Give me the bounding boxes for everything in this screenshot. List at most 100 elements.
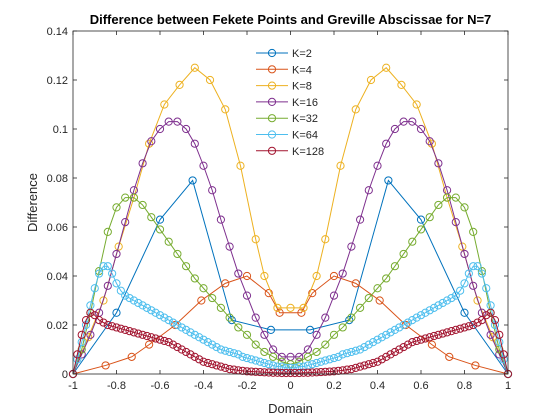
data-point [471, 361, 480, 370]
data-point [273, 303, 282, 312]
legend-label: K=64 [292, 130, 318, 142]
data-point [403, 340, 413, 349]
data-point [121, 291, 130, 300]
data-point [182, 347, 191, 357]
data-point [216, 345, 225, 354]
series-k-128 [68, 308, 513, 379]
data-point [408, 117, 417, 126]
data-point [369, 338, 378, 347]
legend: K=2 K=4 K=8 K=16 K=32 K=64 K=128 [252, 44, 328, 163]
data-point [366, 75, 376, 85]
data-point [145, 340, 154, 349]
data-point [316, 357, 326, 366]
data-point [86, 330, 95, 339]
data-point [197, 296, 206, 305]
data-point [299, 368, 308, 377]
data-point [112, 249, 121, 259]
data-point [434, 200, 443, 210]
x-tick-label: -0.8 [107, 380, 126, 392]
y-tick-label: 0.02 [47, 320, 68, 332]
data-point [425, 306, 434, 315]
data-point [101, 361, 110, 370]
data-point [99, 296, 108, 305]
legend-label: K=128 [292, 146, 324, 158]
data-point [369, 358, 378, 368]
data-point [151, 334, 160, 343]
data-point [460, 308, 469, 317]
data-point [151, 308, 160, 317]
data-point [460, 323, 469, 332]
data-point [86, 308, 95, 317]
data-point [173, 249, 182, 259]
data-point [312, 330, 321, 339]
data-point [264, 360, 273, 369]
data-point [303, 352, 312, 361]
data-point [227, 316, 236, 325]
data-point [251, 340, 260, 349]
data-point [373, 335, 382, 344]
data-point [297, 308, 306, 317]
data-point [477, 269, 486, 278]
data-point [321, 367, 330, 376]
data-point [225, 365, 234, 374]
data-point [338, 269, 347, 278]
data-point [329, 291, 339, 300]
data-point [90, 284, 99, 293]
data-point [334, 366, 343, 375]
data-point [203, 338, 212, 347]
data-point [408, 338, 417, 347]
legend-entry: K=128 [256, 146, 324, 158]
data-point [155, 225, 165, 234]
axes-layer: -1 -0.8 -0.6 -0.4 -0.2 0 0.2 0.4 0.6 0.8 1 0 0.02 0.0… [47, 26, 511, 392]
data-point [247, 355, 256, 364]
data-point [373, 284, 382, 293]
data-point [242, 353, 252, 363]
data-point [469, 227, 478, 236]
data-point [273, 362, 282, 371]
data-point [460, 279, 469, 288]
data-point [112, 279, 121, 288]
data-point [308, 368, 317, 377]
data-point [308, 360, 317, 369]
data-point [312, 358, 321, 368]
data-point [382, 139, 391, 148]
data-point [108, 269, 117, 278]
data-point [277, 357, 286, 366]
data-point [447, 327, 456, 336]
data-point [421, 308, 430, 317]
data-point [334, 352, 343, 361]
data-point [482, 311, 491, 320]
data-point [482, 284, 491, 293]
data-point [95, 269, 104, 278]
data-point [347, 365, 356, 374]
data-point [377, 333, 386, 342]
data-point [168, 340, 178, 349]
data-point [190, 139, 199, 148]
data-point [134, 329, 143, 338]
y-tick-label: 0.1 [53, 124, 68, 136]
data-point [182, 262, 191, 271]
data-point [416, 124, 426, 134]
data-point [221, 105, 230, 114]
data-point [125, 293, 134, 303]
data-point [216, 303, 225, 312]
data-point [138, 200, 147, 210]
y-axis-label: Difference [25, 173, 40, 232]
data-point [182, 325, 191, 334]
data-point [234, 323, 243, 332]
legend-entry: K=32 [256, 113, 318, 125]
data-point [408, 316, 417, 325]
data-point [269, 352, 278, 361]
data-point [382, 63, 391, 72]
data-point [456, 324, 465, 333]
data-point [351, 346, 360, 355]
data-point [290, 363, 299, 372]
data-point [321, 235, 330, 244]
data-point [164, 117, 173, 126]
data-point [242, 330, 252, 339]
data-point [121, 218, 130, 227]
data-point [473, 296, 482, 305]
data-point [434, 330, 443, 339]
data-point [416, 311, 426, 320]
